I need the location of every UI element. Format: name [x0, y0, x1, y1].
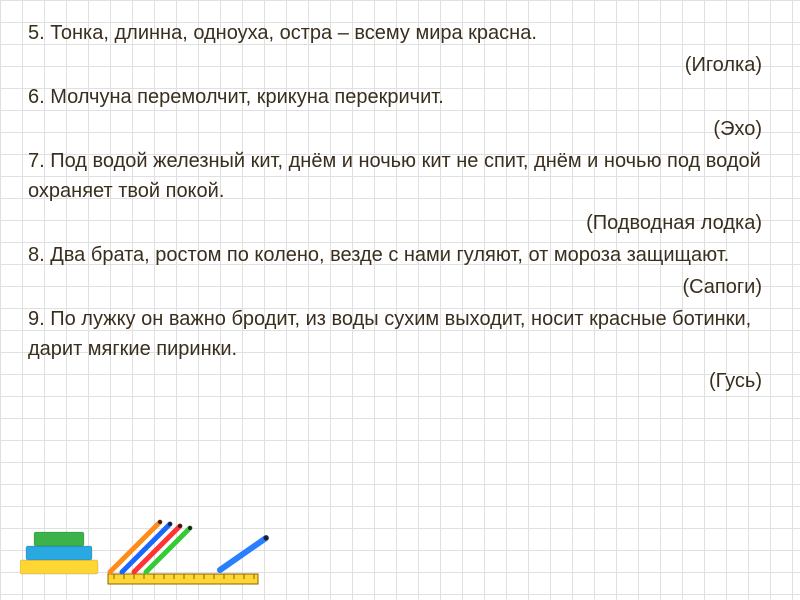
- answer-5: (Иголка): [28, 50, 772, 80]
- answer-6: (Эхо): [28, 114, 772, 144]
- answer-9: (Гусь): [28, 366, 772, 396]
- riddle-5: 5. Тонка, длинна, одноуха, остра – всему…: [28, 18, 772, 48]
- school-supplies-icon: [20, 502, 280, 592]
- answer-8: (Сапоги): [28, 272, 772, 302]
- riddle-6: 6. Молчуна перемолчит, крикуна перекричи…: [28, 82, 772, 112]
- riddle-8: 8. Два брата, ростом по колено, везде с …: [28, 240, 772, 270]
- riddles-content: 5. Тонка, длинна, одноуха, остра – всему…: [0, 0, 800, 396]
- riddle-9: 9. По лужку он важно бродит, из воды сух…: [28, 304, 772, 364]
- riddle-7: 7. Под водой железный кит, днём и ночью …: [28, 146, 772, 206]
- answer-7: (Подводная лодка): [28, 208, 772, 238]
